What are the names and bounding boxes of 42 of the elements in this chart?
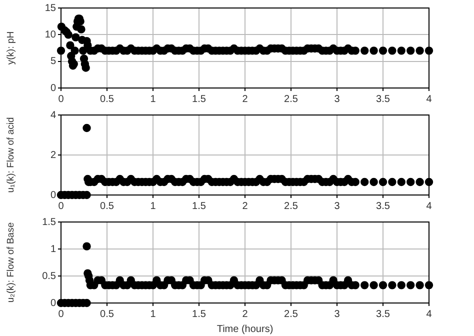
y-tick-label: 1.5: [42, 216, 56, 228]
x-tick-label: 0.5: [100, 308, 114, 320]
y-tick-label: 15: [44, 2, 56, 14]
x-tick-label: 0: [58, 200, 64, 212]
y-tick-label: 0.5: [42, 270, 56, 282]
x-tick-label: 2: [242, 200, 248, 212]
y-tick-label: 4: [50, 110, 56, 121]
x-tick-label: 2.5: [284, 94, 298, 105]
x-tick-label: 3.5: [376, 200, 390, 212]
y-axis-title: y(k): pH: [5, 31, 16, 65]
y-axis-title: u₁(k): Flow of acid: [5, 117, 16, 193]
y-tick-label: 1: [50, 244, 56, 255]
x-tick-label: 3: [334, 94, 340, 105]
x-tick-label: 0: [58, 94, 64, 105]
x-tick-label: 0.5: [100, 200, 114, 212]
x-tick-label: 4: [426, 308, 432, 320]
x-tick-label: 3.5: [376, 308, 390, 320]
x-tick-label: 3.5: [376, 94, 390, 105]
x-tick-label: 2.5: [284, 308, 298, 320]
x-tick-label: 1.5: [192, 308, 206, 320]
x-tick-label: 2: [242, 94, 248, 105]
x-tick-label: 1.5: [192, 200, 206, 212]
x-tick-label: 0: [58, 308, 64, 320]
x-axis-title: Time (hours): [216, 324, 274, 335]
x-tick-label: 3: [334, 308, 340, 320]
y-tick-label: 0: [50, 82, 56, 94]
y-axis-title: u₂(k): Flow of Base: [5, 222, 16, 303]
x-tick-label: 1.5: [192, 94, 206, 105]
x-tick-label: 2: [242, 308, 248, 320]
y-tick-label: 0: [50, 298, 56, 309]
y-tick-label: 10: [44, 29, 56, 40]
y-tick-label: 0: [50, 190, 56, 201]
x-tick-label: 0.5: [100, 94, 114, 105]
x-tick-label: 1: [150, 200, 156, 212]
x-tick-label: 2.5: [284, 200, 298, 212]
x-tick-label: 1: [150, 94, 156, 105]
x-tick-label: 3: [334, 200, 340, 212]
x-tick-label: 4: [426, 94, 432, 105]
x-tick-label: 1: [150, 308, 156, 320]
y-tick-label: 2: [50, 150, 56, 161]
y-tick-label: 5: [50, 56, 56, 68]
x-tick-label: 4: [426, 200, 432, 212]
